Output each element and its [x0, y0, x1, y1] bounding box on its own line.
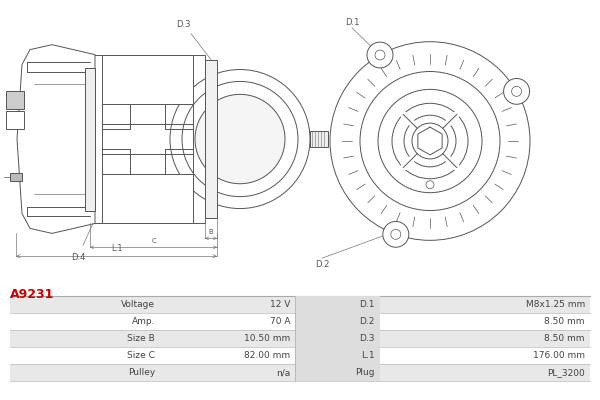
Text: 12 V: 12 V	[269, 300, 290, 309]
Bar	[90, 55, 205, 224]
Bar	[6, 111, 24, 129]
Text: Pulley: Pulley	[128, 368, 155, 377]
Circle shape	[404, 115, 456, 167]
Bar	[10, 364, 590, 381]
Bar	[10, 313, 590, 330]
Text: B: B	[209, 229, 214, 235]
Circle shape	[170, 70, 310, 208]
Text: L.1: L.1	[361, 351, 375, 360]
Bar	[295, 313, 380, 330]
Text: D.2: D.2	[315, 260, 329, 269]
Circle shape	[512, 86, 521, 96]
Circle shape	[330, 42, 530, 240]
Circle shape	[360, 72, 500, 210]
Bar	[205, 60, 217, 218]
Text: C: C	[151, 238, 156, 244]
Text: PL_3200: PL_3200	[547, 368, 585, 377]
Text: D.3: D.3	[176, 20, 191, 29]
Bar	[10, 296, 590, 313]
Circle shape	[378, 89, 482, 193]
Circle shape	[412, 123, 448, 159]
Text: 82.00 mm: 82.00 mm	[244, 351, 290, 360]
Text: D.2: D.2	[359, 317, 375, 326]
Text: 70 A: 70 A	[269, 317, 290, 326]
Bar	[102, 174, 193, 224]
Text: D.3: D.3	[359, 334, 375, 343]
Circle shape	[383, 222, 409, 247]
Text: Amp.: Amp.	[131, 317, 155, 326]
Text: Voltage: Voltage	[121, 300, 155, 309]
Circle shape	[503, 78, 530, 104]
Circle shape	[391, 229, 401, 239]
Text: M8x1.25 mm: M8x1.25 mm	[526, 300, 585, 309]
Text: D.1: D.1	[359, 300, 375, 309]
Bar	[6, 91, 24, 109]
Bar	[310, 131, 328, 147]
Text: n/a: n/a	[276, 368, 290, 377]
Text: A9231: A9231	[10, 288, 55, 301]
Circle shape	[195, 94, 285, 184]
Text: L.1: L.1	[111, 244, 122, 253]
Text: 8.50 mm: 8.50 mm	[545, 334, 585, 343]
Text: Size B: Size B	[127, 334, 155, 343]
Bar	[102, 55, 193, 104]
Polygon shape	[17, 45, 95, 233]
Text: 8.50 mm: 8.50 mm	[545, 317, 585, 326]
Circle shape	[367, 42, 393, 68]
Circle shape	[375, 50, 385, 60]
Bar	[10, 347, 590, 364]
Text: Plug: Plug	[355, 368, 375, 377]
Bar	[295, 347, 380, 364]
Bar	[295, 296, 380, 313]
Bar	[10, 173, 22, 181]
Bar	[295, 364, 380, 381]
Text: 176.00 mm: 176.00 mm	[533, 351, 585, 360]
Circle shape	[426, 181, 434, 189]
Text: D.4: D.4	[71, 253, 85, 262]
Text: D.1: D.1	[345, 18, 359, 27]
Circle shape	[392, 103, 468, 179]
Bar	[85, 68, 95, 210]
Text: 10.50 mm: 10.50 mm	[244, 334, 290, 343]
Text: Size C: Size C	[127, 351, 155, 360]
Circle shape	[182, 82, 298, 197]
Bar	[295, 330, 380, 347]
Bar	[10, 330, 590, 347]
